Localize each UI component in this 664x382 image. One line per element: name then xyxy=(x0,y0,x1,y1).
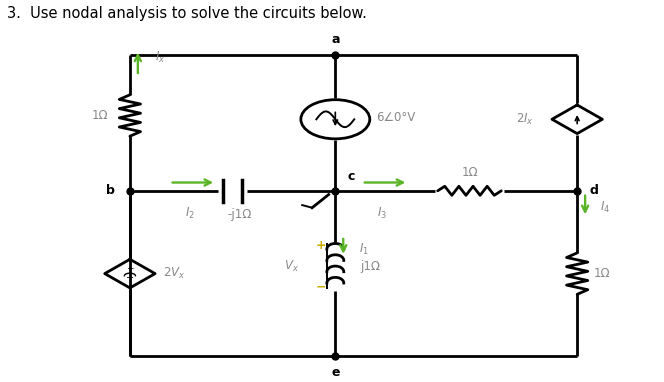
Text: -j1Ω: -j1Ω xyxy=(227,208,252,221)
Text: d: d xyxy=(589,184,598,197)
Text: $V_x$: $V_x$ xyxy=(284,259,299,274)
Text: −: − xyxy=(315,280,326,293)
Text: e: e xyxy=(331,366,339,379)
Text: b: b xyxy=(106,184,116,197)
Text: $I_x$: $I_x$ xyxy=(155,50,165,65)
Text: $I_3$: $I_3$ xyxy=(376,206,386,221)
Text: 1Ω: 1Ω xyxy=(461,166,478,179)
Text: 2$V_x$: 2$V_x$ xyxy=(163,266,185,281)
Text: 3.  Use nodal analysis to solve the circuits below.: 3. Use nodal analysis to solve the circu… xyxy=(7,6,367,21)
Text: $I_2$: $I_2$ xyxy=(185,206,195,221)
Text: c: c xyxy=(347,170,355,183)
Text: 1Ω: 1Ω xyxy=(594,267,610,280)
Text: +: + xyxy=(315,239,326,252)
Text: −: − xyxy=(126,273,134,283)
Text: $I_1$: $I_1$ xyxy=(359,241,369,257)
Text: j1Ω: j1Ω xyxy=(361,260,380,273)
Text: 6∠0°V: 6∠0°V xyxy=(376,111,416,124)
Text: 2$I_x$: 2$I_x$ xyxy=(516,112,534,127)
Text: +: + xyxy=(126,264,133,273)
Text: a: a xyxy=(331,33,339,46)
Text: $I_4$: $I_4$ xyxy=(600,200,611,215)
Text: 1Ω: 1Ω xyxy=(92,109,109,122)
